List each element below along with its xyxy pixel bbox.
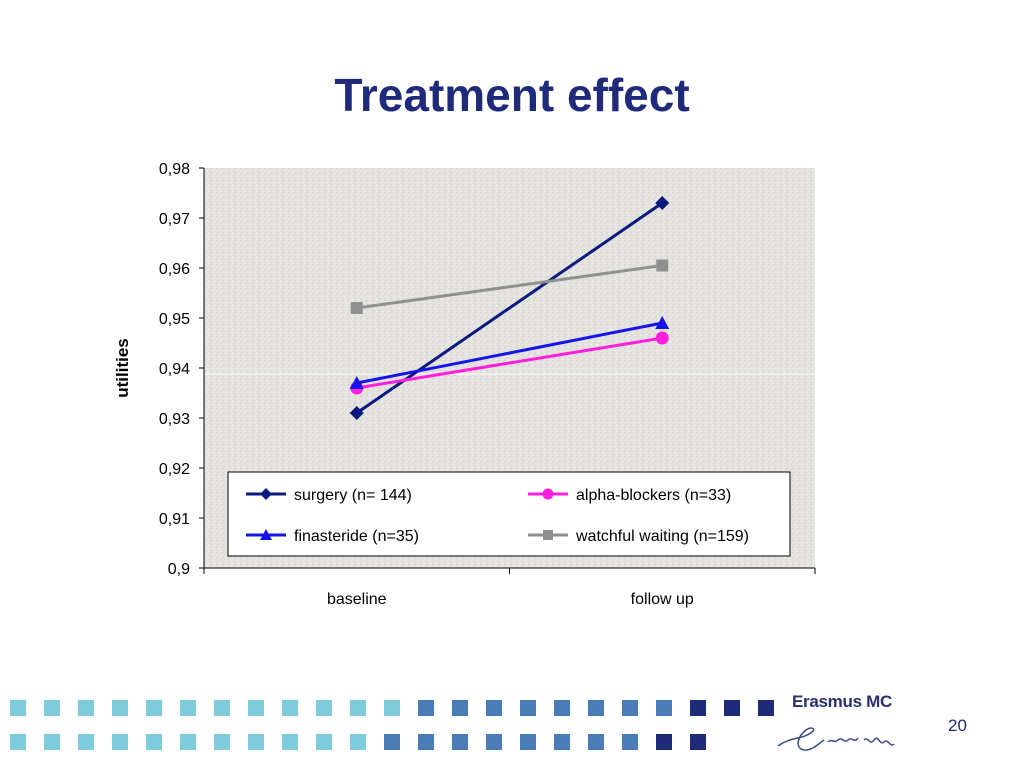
footer-square <box>690 734 706 750</box>
footer-square <box>554 734 570 750</box>
x-tick-label: baseline <box>327 591 387 608</box>
logo-signature-icon <box>777 727 895 751</box>
y-tick-label: 0,9 <box>168 561 190 578</box>
legend-box <box>227 471 791 557</box>
footer-square <box>622 734 638 750</box>
footer-square <box>44 700 60 716</box>
data-point <box>655 196 670 210</box>
erasmus-mc-logo: Erasmus MC <box>792 692 892 711</box>
footer-square <box>452 734 468 750</box>
footer-square <box>452 700 468 716</box>
footer-square <box>486 734 502 750</box>
footer-square <box>418 734 434 750</box>
footer-square <box>384 734 400 750</box>
footer-square <box>146 700 162 716</box>
series-line <box>356 264 663 310</box>
footer-square <box>146 734 162 750</box>
legend-marker <box>542 488 554 500</box>
footer-square <box>78 700 94 716</box>
y-tick-label: 0,92 <box>159 461 190 478</box>
footer-square <box>282 734 298 750</box>
footer-square <box>180 734 196 750</box>
footer-square <box>656 734 672 750</box>
data-point <box>655 331 669 345</box>
y-tick-label: 0,96 <box>159 261 190 278</box>
footer-square <box>282 700 298 716</box>
footer-square <box>44 734 60 750</box>
series-line <box>355 201 664 415</box>
line-chart: 0,9 0,91 0,92 0,93 0,94 0,95 0,96 0,97 0,98 basel… <box>113 161 816 608</box>
legend-label: watchful waiting (n=159) <box>575 528 749 545</box>
footer-square <box>656 700 672 716</box>
data-point <box>349 376 364 389</box>
footer-square <box>588 734 604 750</box>
footer-square <box>724 700 740 716</box>
footer-square <box>316 700 332 716</box>
footer-square <box>350 734 366 750</box>
y-axis-title: utilities <box>113 338 132 398</box>
legend-label: surgery (n= 144) <box>294 487 412 504</box>
footer-square <box>690 700 706 716</box>
legend-label: finasteride (n=35) <box>294 528 419 545</box>
y-tick-label: 0,97 <box>159 211 190 228</box>
footer-square <box>180 700 196 716</box>
series-line <box>356 321 663 385</box>
slide-title: Treatment effect <box>334 69 690 121</box>
legend-marker <box>260 529 272 540</box>
footer-square <box>214 734 230 750</box>
x-tick-label: follow up <box>631 591 694 608</box>
footer-square <box>520 700 536 716</box>
y-tick-label: 0,98 <box>159 161 190 178</box>
footer-square <box>78 734 94 750</box>
legend-label: alpha-blockers (n=33) <box>576 487 731 504</box>
y-tick-label: 0,91 <box>159 511 190 528</box>
footer-square <box>214 700 230 716</box>
footer-square <box>10 734 26 750</box>
footer-square <box>418 700 434 716</box>
footer-square <box>520 734 536 750</box>
footer-square <box>112 700 128 716</box>
data-point <box>656 259 669 272</box>
footer-square <box>554 700 570 716</box>
data-point <box>349 406 364 420</box>
data-point <box>655 316 670 329</box>
footer-square <box>248 700 264 716</box>
footer-square <box>486 700 502 716</box>
series-line <box>356 336 663 390</box>
data-point <box>350 302 363 314</box>
y-tick-label: 0,94 <box>159 361 190 378</box>
footer-square <box>10 700 26 716</box>
y-tick-label: 0,93 <box>159 411 190 428</box>
footer-square <box>316 734 332 750</box>
footer-square <box>350 700 366 716</box>
footer-square <box>112 734 128 750</box>
footer-square <box>588 700 604 716</box>
footer-square <box>758 700 774 716</box>
legend-marker <box>543 530 553 540</box>
footer-square <box>622 700 638 716</box>
legend-marker <box>260 488 272 500</box>
footer-square <box>384 700 400 716</box>
y-tick-label: 0,95 <box>159 311 190 328</box>
page-number: 20 <box>948 716 967 735</box>
footer-square <box>248 734 264 750</box>
